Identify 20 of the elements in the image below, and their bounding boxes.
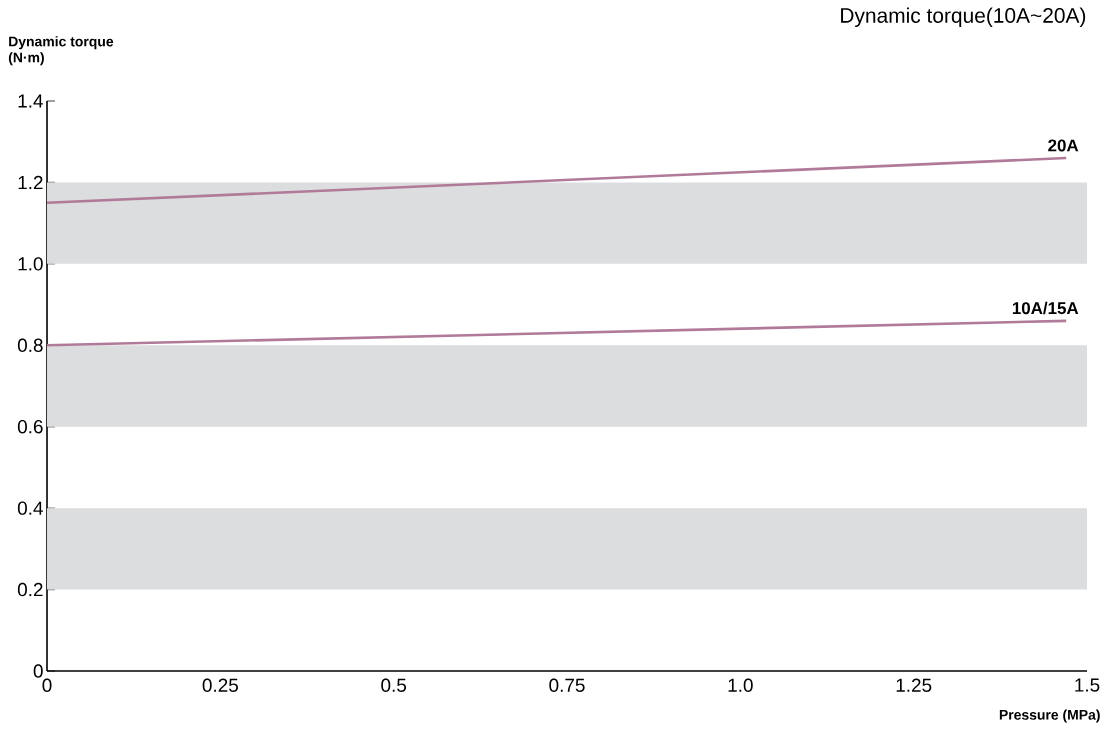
x-tick-label: 0.5	[381, 678, 407, 692]
y-tick-label: 0.2	[17, 582, 43, 597]
y-tick-label: 1.2	[18, 175, 43, 190]
y-tick-label: 0.8	[17, 338, 43, 352]
x-tick-label: 0.25	[202, 678, 238, 692]
x-axis-title: Pressure (MPa)	[999, 709, 1100, 723]
x-tick-label: 1.25	[896, 678, 932, 692]
y-tick-label: 1.0	[18, 257, 43, 271]
chart-title: Dynamic torque(10A~20A)	[841, 7, 1086, 28]
x-tick-label: 1.5	[1075, 678, 1100, 692]
x-tick-label: 1.0	[728, 678, 753, 692]
y-tick-label: 0	[33, 664, 43, 678]
x-tick-label: 0.75	[549, 678, 585, 692]
series-label: 20A	[1048, 139, 1079, 152]
series-label: 10A/15A	[1012, 301, 1079, 315]
y-tick-label: 0.6	[17, 420, 43, 434]
y-tick-label: 0.4	[17, 501, 43, 515]
x-tick-label: 0	[42, 678, 52, 692]
y-tick-label: 1.4	[18, 94, 43, 108]
y-axis-title: Dynamic torque (N·m)	[8, 36, 114, 66]
